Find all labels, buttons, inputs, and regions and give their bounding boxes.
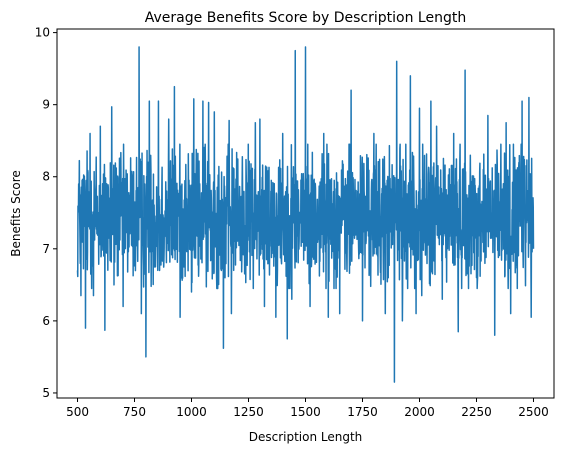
y-tick-label: 6 [42,314,50,328]
y-tick-label: 7 [42,242,50,256]
x-tick-label: 1000 [176,405,207,419]
x-tick-label: 1250 [233,405,264,419]
x-tick-label: 1500 [290,405,321,419]
x-tick-label: 1750 [347,405,378,419]
y-tick-label: 5 [42,386,50,400]
series-line [76,46,535,383]
x-tick-label: 2000 [404,405,435,419]
y-tick-label: 8 [42,170,50,184]
x-tick-label: 2500 [518,405,549,419]
x-tick-label: 2250 [461,405,492,419]
x-tick-label: 750 [123,405,146,419]
chart-title: Average Benefits Score by Description Le… [145,10,466,26]
y-tick-label: 9 [42,98,50,112]
x-tick-label: 500 [66,405,89,419]
y-axis: 5 6 7 8 9 10 [35,26,57,400]
x-axis-label: Description Length [249,430,363,444]
y-tick-label: 10 [35,26,50,40]
plot-area [76,46,535,383]
y-axis-label: Benefits Score [9,170,23,257]
x-axis: 500 750 1000 1250 1500 1750 2000 2250 2500 [66,398,549,419]
